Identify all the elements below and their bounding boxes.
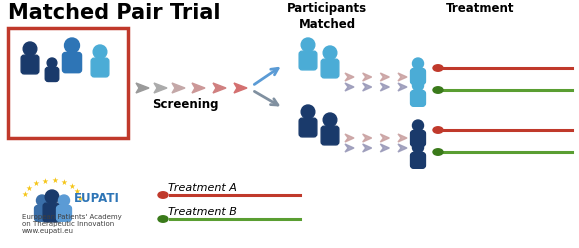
FancyBboxPatch shape xyxy=(411,91,426,106)
Circle shape xyxy=(47,58,57,68)
Polygon shape xyxy=(380,144,389,152)
Text: Screening: Screening xyxy=(152,98,218,111)
Text: on Therapeutic Innovation: on Therapeutic Innovation xyxy=(22,221,114,227)
Circle shape xyxy=(93,45,107,59)
Circle shape xyxy=(412,120,423,131)
Ellipse shape xyxy=(433,149,443,155)
Polygon shape xyxy=(380,83,389,91)
Ellipse shape xyxy=(158,192,168,198)
FancyBboxPatch shape xyxy=(8,28,128,138)
FancyBboxPatch shape xyxy=(21,55,39,74)
Text: ★: ★ xyxy=(76,194,83,203)
Text: ★: ★ xyxy=(32,180,39,188)
FancyBboxPatch shape xyxy=(411,130,426,146)
FancyBboxPatch shape xyxy=(35,206,49,221)
Circle shape xyxy=(301,105,315,119)
Polygon shape xyxy=(380,73,389,81)
Polygon shape xyxy=(345,144,354,152)
FancyBboxPatch shape xyxy=(57,206,71,221)
Text: Treatment B: Treatment B xyxy=(168,207,237,217)
Text: European Patients' Academy: European Patients' Academy xyxy=(22,214,122,220)
Text: ★: ★ xyxy=(21,190,28,199)
Ellipse shape xyxy=(433,127,443,133)
Text: ★: ★ xyxy=(51,176,58,185)
Circle shape xyxy=(45,190,59,204)
Polygon shape xyxy=(136,83,149,93)
Polygon shape xyxy=(345,73,354,81)
Circle shape xyxy=(412,58,423,69)
Polygon shape xyxy=(345,83,354,91)
Circle shape xyxy=(412,142,423,153)
Polygon shape xyxy=(398,73,407,81)
Circle shape xyxy=(64,38,79,53)
Text: ★: ★ xyxy=(68,182,75,191)
Text: EUPATI: EUPATI xyxy=(74,191,120,205)
Circle shape xyxy=(301,38,315,52)
FancyBboxPatch shape xyxy=(45,67,58,82)
Circle shape xyxy=(412,80,423,91)
Text: ★: ★ xyxy=(60,178,67,187)
Polygon shape xyxy=(398,83,407,91)
Text: ★: ★ xyxy=(25,184,32,193)
FancyBboxPatch shape xyxy=(411,153,426,168)
Polygon shape xyxy=(172,83,185,93)
Text: Treatment: Treatment xyxy=(446,2,514,15)
Polygon shape xyxy=(234,83,247,93)
Polygon shape xyxy=(362,134,372,142)
Ellipse shape xyxy=(433,87,443,93)
Circle shape xyxy=(58,195,69,206)
Polygon shape xyxy=(345,134,354,142)
Text: Treatment A: Treatment A xyxy=(168,183,237,193)
FancyBboxPatch shape xyxy=(43,203,61,222)
Polygon shape xyxy=(213,83,226,93)
FancyBboxPatch shape xyxy=(91,58,109,77)
Ellipse shape xyxy=(433,65,443,71)
Polygon shape xyxy=(362,144,372,152)
Polygon shape xyxy=(380,134,389,142)
Circle shape xyxy=(36,195,47,206)
Polygon shape xyxy=(362,73,372,81)
FancyBboxPatch shape xyxy=(299,118,317,137)
Text: www.eupati.eu: www.eupati.eu xyxy=(22,228,74,234)
Circle shape xyxy=(323,46,337,60)
Circle shape xyxy=(323,113,337,127)
FancyBboxPatch shape xyxy=(63,52,82,73)
Polygon shape xyxy=(362,83,372,91)
FancyBboxPatch shape xyxy=(411,68,426,84)
Text: Participants
Matched: Participants Matched xyxy=(287,2,367,31)
Text: Matched Pair Trial: Matched Pair Trial xyxy=(8,3,221,23)
Text: ★: ★ xyxy=(41,177,48,186)
FancyBboxPatch shape xyxy=(299,51,317,70)
Polygon shape xyxy=(154,83,167,93)
Text: ★: ★ xyxy=(74,187,81,196)
FancyBboxPatch shape xyxy=(321,126,339,145)
FancyBboxPatch shape xyxy=(321,59,339,78)
Ellipse shape xyxy=(158,216,168,222)
Polygon shape xyxy=(398,144,407,152)
Polygon shape xyxy=(192,83,205,93)
Circle shape xyxy=(23,42,37,56)
Polygon shape xyxy=(398,134,407,142)
